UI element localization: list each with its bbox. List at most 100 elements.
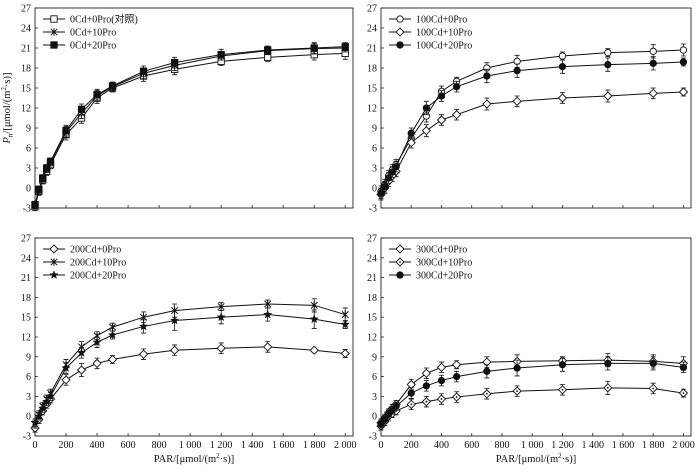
data-point (513, 364, 521, 372)
data-point (61, 375, 71, 385)
legend-marker (49, 270, 59, 279)
data-point (108, 82, 117, 90)
legend-label: 0Cd+0Pro(对照) (70, 13, 138, 26)
data-point (381, 183, 389, 191)
data-point (604, 49, 612, 57)
x-axis-label: PAR/[μmol/(m2·s)] (496, 452, 577, 465)
legend-label: 100Cd+20Pro (416, 41, 472, 52)
y-tick-label: 21 (367, 273, 377, 284)
data-point (679, 363, 688, 372)
data-point (309, 345, 319, 355)
y-tick-label: 6 (372, 144, 377, 155)
legend: 300Cd+0Pro 300Cd+10Pro 300Cd+20Pro (389, 244, 472, 282)
legend-label: 200Cd+20Pro (70, 271, 126, 282)
data-point (138, 349, 149, 359)
x-tick-label: 0 (33, 440, 38, 451)
y-tick-label: 15 (367, 84, 377, 95)
data-point (61, 363, 71, 373)
data-point-dot (455, 396, 458, 398)
legend-label: 100Cd+0Pro (416, 15, 467, 26)
data-point (62, 127, 70, 135)
legend-marker (50, 28, 58, 36)
data-point (92, 358, 102, 369)
data-point (604, 61, 612, 69)
y-tick-label: 24 (21, 24, 31, 35)
data-point (558, 52, 567, 60)
y-tick-label: 6 (26, 372, 31, 383)
data-point (678, 87, 689, 97)
y-tick-label: 9 (26, 124, 31, 135)
y-tick-label: 3 (372, 392, 377, 403)
y-tick-label: 3 (372, 164, 377, 175)
series-2 (376, 380, 689, 431)
data-point (648, 88, 658, 98)
data-point (310, 301, 318, 310)
y-tick-label: 27 (21, 234, 31, 245)
data-point (76, 347, 87, 357)
legend-marker-dot (399, 261, 401, 263)
data-point (35, 185, 43, 193)
data-point-dot (652, 387, 655, 390)
y-tick-label: -3 (369, 204, 377, 215)
x-tick-label: 1 800 (303, 440, 326, 451)
series-3 (377, 56, 688, 200)
data-point (452, 83, 461, 91)
data-point-dot (606, 386, 609, 389)
data-point-dot (425, 400, 428, 403)
legend-label: 300Cd+20Pro (416, 271, 472, 282)
x-axis-label-part: ·s)] (220, 454, 235, 465)
series-1 (31, 46, 349, 212)
x-tick-label: 200 (59, 440, 74, 451)
y-tick-label: 15 (21, 313, 31, 324)
data-point (406, 138, 416, 148)
data-point (421, 368, 432, 378)
y-tick-label: 3 (26, 164, 31, 175)
x-tick-label: 800 (152, 440, 167, 451)
data-point (388, 168, 396, 176)
data-point-dot (485, 392, 488, 395)
data-point (679, 46, 688, 54)
series-line (34, 52, 346, 207)
panel-top-right: -30369121518212427100Cd+0Pro100Cd+10Pro1… (367, 4, 692, 215)
legend: 0Cd+0Pro(对照) 0Cd+10Pro 0Cd+20Pro (43, 13, 138, 52)
data-point (263, 342, 273, 352)
series-3 (30, 307, 350, 428)
data-point (109, 323, 117, 331)
legend-marker (396, 41, 404, 49)
data-point (377, 189, 385, 197)
x-tick-label: 400 (434, 440, 449, 451)
x-axis-label-part: PAR/[μmol/(m (154, 454, 216, 465)
y-tick-label: 0 (372, 184, 377, 195)
x-axis-label-part: ·s)] (562, 454, 577, 465)
series-2 (376, 87, 689, 201)
data-point (170, 59, 179, 67)
data-point (30, 417, 40, 427)
legend-label: 0Cd+20Pro (70, 41, 116, 52)
data-point (38, 403, 48, 413)
data-point (107, 354, 118, 365)
data-point (513, 67, 521, 75)
data-point (392, 163, 400, 171)
y-tick-label: 24 (367, 24, 377, 35)
y-tick-label: 18 (367, 64, 377, 75)
x-tick-label: 1 600 (272, 440, 295, 451)
x-tick-label: 1 200 (551, 440, 574, 451)
series-1 (377, 43, 688, 198)
data-point-dot (516, 390, 518, 393)
data-point (604, 359, 612, 368)
data-point (309, 314, 319, 324)
data-point (649, 359, 657, 368)
data-point (558, 361, 567, 369)
y-tick-label: -3 (23, 204, 31, 215)
data-point (93, 91, 101, 99)
y-tick-label: 21 (21, 273, 31, 284)
y-axis-label-part: ·s)] (2, 73, 13, 88)
y-tick-label: 9 (26, 352, 31, 363)
series-3 (31, 42, 349, 209)
data-point (216, 343, 226, 353)
legend: 200Cd+0Pro 200Cd+10Pro 200Cd+20Pro (43, 244, 126, 282)
panel-top-left: -3 0 3 6 9 12 15 18 21 24 27 Pn/[μmol/(m2·s)] 0Cd+0P… (0, 4, 354, 215)
x-tick-label: 1 200 (210, 440, 233, 451)
data-point (436, 362, 447, 372)
y-tick-label: 12 (21, 333, 31, 344)
